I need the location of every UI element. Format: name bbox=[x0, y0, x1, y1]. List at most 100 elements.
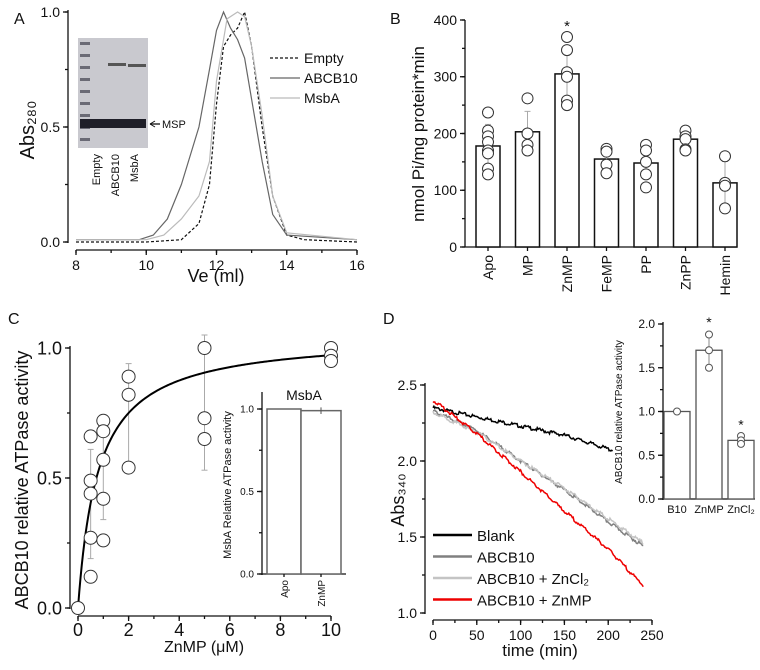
x-tick-label: 4 bbox=[174, 620, 184, 640]
x-tick-label: 12 bbox=[209, 257, 225, 273]
data-point bbox=[521, 144, 534, 157]
data-point bbox=[83, 569, 98, 584]
x-tick-label: 2 bbox=[124, 620, 134, 640]
data-point bbox=[83, 530, 98, 545]
fit-curve bbox=[77, 354, 332, 609]
data-point bbox=[719, 202, 731, 215]
series-line-1 bbox=[432, 408, 644, 547]
data-point bbox=[719, 179, 731, 192]
panel-letter-a: A bbox=[14, 11, 25, 28]
x-tick-label: 10 bbox=[321, 620, 341, 640]
x-tick-label: 100 bbox=[509, 627, 533, 643]
y-tick-label: 1.0 bbox=[37, 338, 62, 358]
legend-label: ABCB10 bbox=[304, 70, 358, 86]
legend-label: ABCB10 + ZnMP bbox=[477, 593, 592, 610]
data-point bbox=[71, 601, 85, 615]
x-tick-label: 50 bbox=[469, 627, 485, 643]
y-tick-label: 1.0 bbox=[398, 605, 418, 621]
data-point bbox=[561, 31, 573, 44]
significance-asterisk: * bbox=[706, 314, 712, 330]
gel-ladder-band bbox=[80, 90, 90, 93]
gel-lane-label: ABCB10 bbox=[110, 154, 122, 196]
x-tick-label: 250 bbox=[640, 627, 664, 643]
data-point bbox=[640, 155, 652, 168]
inset-category-label: ZnCl₂ bbox=[727, 504, 755, 516]
data-point bbox=[324, 354, 338, 368]
y-axis-label: ABCB10 relative ATPase activity bbox=[12, 351, 32, 610]
y-tick-label: 300 bbox=[434, 69, 458, 85]
significance-asterisk: * bbox=[738, 417, 744, 433]
x-tick-label: 8 bbox=[72, 257, 80, 273]
gel-protein-band bbox=[108, 63, 126, 66]
inset-data-point bbox=[673, 407, 681, 416]
x-tick-label: 6 bbox=[225, 620, 235, 640]
y-tick-label: 0 bbox=[449, 239, 457, 255]
panel-letter-b: B bbox=[390, 11, 401, 28]
y-tick-label: 1.0 bbox=[240, 405, 254, 416]
gel-protein-band bbox=[128, 64, 146, 67]
data-point bbox=[83, 429, 98, 444]
data-point bbox=[600, 167, 613, 180]
data-point bbox=[719, 150, 731, 163]
data-point bbox=[121, 369, 136, 384]
inset-category-label: ZnMP bbox=[317, 580, 328, 607]
series-line-2 bbox=[432, 410, 644, 545]
data-point bbox=[561, 70, 573, 83]
y-tick-label: 2.0 bbox=[398, 453, 418, 469]
y-tick-label: 200 bbox=[434, 125, 458, 141]
data-point bbox=[640, 144, 652, 157]
x-tick-label: 16 bbox=[349, 257, 365, 273]
y-tick-label: 0.5 bbox=[41, 119, 61, 135]
data-point bbox=[121, 460, 136, 475]
data-point bbox=[600, 145, 613, 158]
significance-asterisk: * bbox=[564, 18, 570, 35]
y-tick-label: 0.0 bbox=[240, 570, 254, 581]
x-tick-label: 0 bbox=[429, 627, 437, 643]
data-point bbox=[640, 168, 652, 181]
inset-data-point bbox=[705, 346, 713, 355]
panel-letter-c: C bbox=[8, 311, 20, 328]
data-point bbox=[96, 452, 111, 467]
data-point bbox=[96, 491, 111, 506]
gel-ladder-band bbox=[80, 66, 90, 69]
series-line-msba bbox=[76, 11, 358, 241]
series-line-3 bbox=[432, 400, 644, 588]
y-tick-label: 0.5 bbox=[638, 448, 655, 462]
inset-category-label: Apo bbox=[280, 580, 291, 598]
data-point bbox=[521, 127, 534, 140]
gel-ladder-band bbox=[80, 102, 90, 105]
legend-label: ABCB10 + ZnCl₂ bbox=[477, 571, 589, 588]
x-tick-label: 8 bbox=[275, 620, 285, 640]
inset-y-axis-label: ABCB10 relative ATPase activity bbox=[614, 340, 625, 484]
y-axis-label: Abs₂₈₀ bbox=[17, 101, 39, 160]
inset-data-point bbox=[705, 363, 713, 372]
inset-category-label: B10 bbox=[667, 504, 687, 516]
x-tick-label: 200 bbox=[597, 627, 621, 643]
data-point bbox=[83, 486, 98, 501]
inset-category-label: ZnMP bbox=[694, 504, 723, 516]
y-tick-label: 1.5 bbox=[398, 529, 418, 545]
inset-y-axis-label: MsbA Relative ATPase activity bbox=[222, 411, 234, 559]
y-axis-label: Abs₃₄₀ bbox=[388, 473, 408, 526]
inset-bar-0 bbox=[663, 410, 691, 500]
y-tick-label: 0.0 bbox=[41, 234, 61, 250]
legend-label: MsbA bbox=[304, 90, 340, 106]
inset-data-point bbox=[705, 330, 713, 339]
bar-znpp bbox=[672, 138, 699, 248]
y-tick-label: 1.0 bbox=[41, 4, 61, 20]
y-axis-label: nmol Pi/mg protein*min bbox=[409, 46, 428, 222]
data-point bbox=[83, 473, 98, 488]
y-tick-label: 100 bbox=[434, 182, 458, 198]
y-tick-label: 2.0 bbox=[638, 317, 655, 331]
legend-label: ABCB10 bbox=[477, 550, 535, 567]
category-label: MP bbox=[520, 255, 536, 276]
category-label: ZnPP bbox=[678, 255, 694, 290]
panel-letter-d: D bbox=[383, 311, 395, 328]
inset-bar-2 bbox=[727, 439, 755, 500]
x-tick-label: 0 bbox=[73, 620, 83, 640]
gel-msp-band bbox=[80, 119, 146, 128]
gel-band-label: MSP bbox=[162, 119, 186, 131]
data-point bbox=[197, 432, 212, 446]
x-axis-label: ZnMP (μM) bbox=[164, 639, 244, 656]
data-point bbox=[640, 181, 652, 194]
